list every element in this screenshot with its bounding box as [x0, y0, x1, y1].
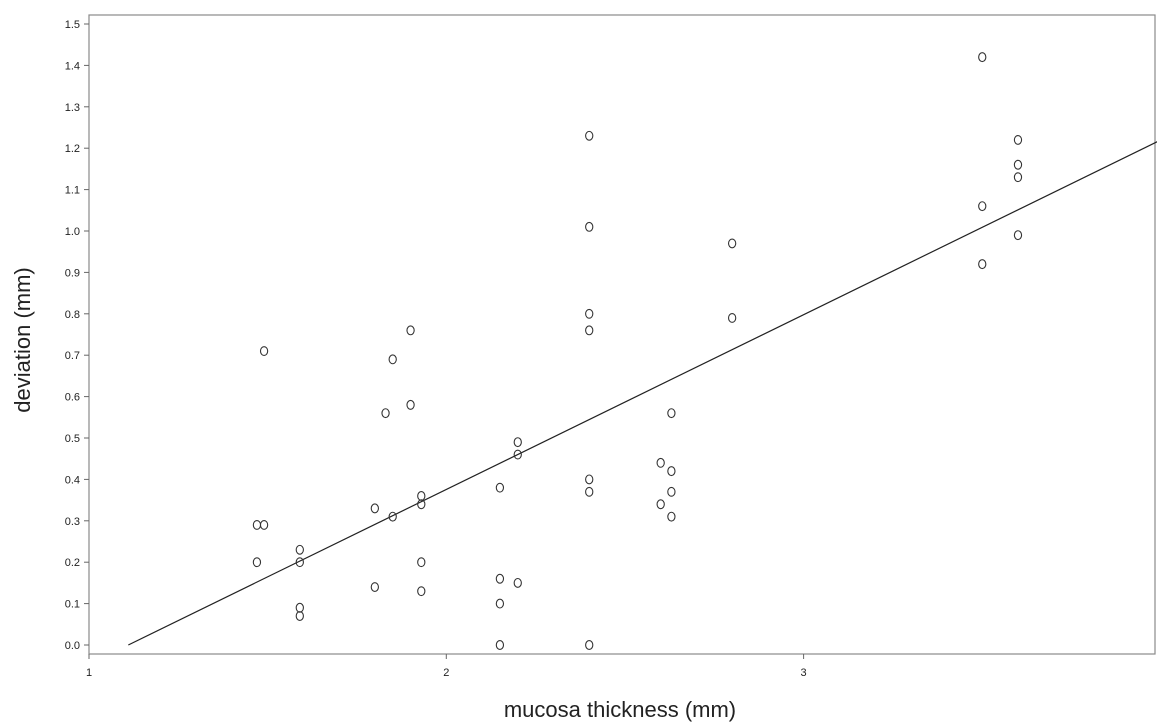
x-tick-label: 2 [443, 667, 449, 679]
data-point [406, 325, 415, 336]
y-axis-title: deviation (mm) [10, 267, 35, 412]
y-tick-label: 1.2 [65, 143, 80, 155]
data-point [1013, 230, 1023, 241]
y-tick-label: 0.9 [65, 267, 80, 279]
data-point [978, 52, 987, 63]
y-tick-label: 1.5 [65, 19, 80, 31]
y-tick-label: 0.6 [65, 392, 80, 404]
data-point [667, 466, 676, 477]
data-point [252, 557, 262, 568]
plot-border [88, 14, 1156, 655]
data-point [1013, 134, 1023, 145]
data-point [585, 486, 594, 497]
data-point [370, 582, 379, 592]
data-point [495, 482, 505, 493]
data-point [417, 586, 426, 597]
data-point [656, 457, 665, 468]
data-point [513, 437, 522, 448]
data-point [495, 598, 505, 609]
x-axis-ticks: 1 2 3 [86, 654, 807, 679]
y-tick-label: 0.1 [65, 599, 80, 611]
data-point [1013, 159, 1023, 170]
y-tick-label: 1.0 [65, 226, 80, 238]
plot-frame [88, 14, 1156, 655]
data-point [295, 544, 304, 555]
y-tick-label: 0.8 [65, 309, 80, 321]
data-point [585, 325, 594, 336]
data-point [370, 503, 379, 514]
data-point [259, 346, 269, 357]
fit-line-group [128, 141, 1157, 646]
regression-line [128, 141, 1157, 646]
data-point [667, 408, 676, 419]
data-point [656, 499, 665, 510]
data-point [585, 640, 594, 650]
y-tick-label: 1.3 [65, 102, 80, 114]
data-point [585, 221, 594, 232]
data-point [978, 201, 987, 212]
data-point [978, 259, 987, 270]
x-tick-label: 3 [801, 667, 807, 679]
data-point [295, 557, 304, 568]
y-tick-label: 0.0 [65, 640, 80, 652]
y-tick-label: 0.4 [65, 474, 80, 486]
data-point [381, 408, 390, 419]
data-point [585, 474, 594, 485]
data-point [406, 399, 415, 410]
y-axis-ticks: 0.0 0.1 0.2 0.3 0.4 0.5 0.6 0.7 0.8 0.9 1.0 1.1 1.2 1… [65, 19, 89, 652]
y-tick-label: 0.7 [65, 350, 80, 362]
x-tick-label: 1 [86, 667, 92, 679]
data-point [667, 511, 676, 522]
data-point [417, 491, 426, 501]
y-tick-label: 0.3 [65, 516, 80, 528]
data-point [1013, 172, 1023, 183]
data-point [388, 511, 397, 522]
data-point [495, 640, 505, 650]
data-point [513, 577, 522, 588]
y-tick-label: 0.5 [65, 433, 80, 445]
x-axis-title: mucosa thickness (mm) [504, 697, 736, 722]
data-point [727, 238, 737, 249]
y-tick-label: 1.1 [65, 185, 80, 197]
data-point [513, 449, 522, 460]
data-point [727, 312, 737, 323]
y-tick-label: 0.2 [65, 557, 80, 569]
y-tick-label: 1.4 [65, 60, 80, 72]
data-point [295, 602, 304, 613]
data-point [259, 519, 269, 530]
data-point [585, 130, 594, 141]
data-point [417, 557, 426, 568]
data-point [585, 308, 594, 319]
data-point [388, 354, 397, 365]
data-points [252, 52, 1023, 650]
data-point [495, 573, 505, 584]
data-point [667, 486, 676, 497]
